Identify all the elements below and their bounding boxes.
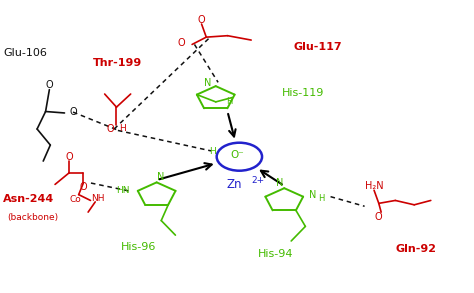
Text: HN: HN xyxy=(116,186,129,195)
Text: Zn: Zn xyxy=(227,178,242,191)
Text: O: O xyxy=(46,80,53,90)
Text: Glu-117: Glu-117 xyxy=(294,42,342,52)
Text: N: N xyxy=(276,178,283,188)
Text: O: O xyxy=(65,152,73,162)
Text: H: H xyxy=(119,124,126,133)
Text: Gln-92: Gln-92 xyxy=(395,243,437,253)
Text: H₂N: H₂N xyxy=(365,181,383,191)
Text: N: N xyxy=(203,78,211,88)
Text: His-96: His-96 xyxy=(121,242,156,252)
Text: His-94: His-94 xyxy=(258,249,294,259)
Text: 2+: 2+ xyxy=(252,176,265,185)
Text: N: N xyxy=(157,172,164,182)
Text: O: O xyxy=(80,182,87,192)
Text: Thr-199: Thr-199 xyxy=(93,58,142,68)
Text: NH: NH xyxy=(91,195,104,204)
Text: O: O xyxy=(107,124,114,134)
Text: N: N xyxy=(309,190,316,200)
Text: His-119: His-119 xyxy=(282,88,324,98)
Text: O: O xyxy=(375,212,383,222)
Text: H: H xyxy=(318,194,324,203)
Text: O: O xyxy=(69,107,77,117)
Text: O: O xyxy=(198,15,205,25)
Text: O: O xyxy=(178,38,185,48)
Text: H: H xyxy=(209,147,216,156)
Text: Asn-244: Asn-244 xyxy=(3,194,55,204)
Text: O⁻: O⁻ xyxy=(230,150,244,160)
Text: Co: Co xyxy=(70,195,81,204)
Text: Glu-106: Glu-106 xyxy=(3,48,47,58)
Text: (backbone): (backbone) xyxy=(7,213,58,222)
Text: H: H xyxy=(226,96,232,105)
